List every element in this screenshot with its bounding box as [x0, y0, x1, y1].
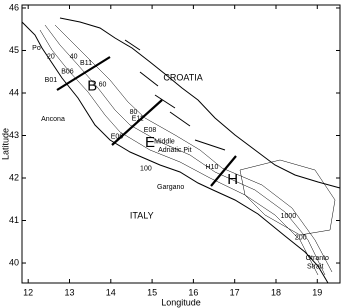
- contour: [54, 24, 333, 273]
- x-tick-label: 12: [23, 287, 33, 297]
- y-tick-label: 41: [9, 215, 19, 225]
- y-tick-label: 40: [9, 257, 19, 267]
- place-label: B06: [61, 69, 74, 76]
- place-label: Otranto: [306, 255, 329, 262]
- place-label: H: [227, 171, 238, 188]
- place-label: E11: [132, 115, 144, 122]
- coastlines: [21, 17, 341, 284]
- place-label: Ancona: [41, 116, 65, 123]
- transect-e: [111, 99, 163, 146]
- x-tick-label: 13: [64, 287, 74, 297]
- place-label: 80: [130, 109, 138, 116]
- y-tick-label: 45: [9, 45, 19, 55]
- place-label: B01: [45, 77, 58, 84]
- y-tick-label: 44: [9, 87, 19, 97]
- place-label: E06: [111, 134, 124, 141]
- place-label: 20: [47, 54, 55, 61]
- place-label: E: [145, 134, 155, 151]
- y-tick-label: 43: [9, 130, 19, 140]
- place-label: B11: [80, 60, 92, 67]
- y-tick-label: 42: [9, 172, 19, 182]
- place-label: H10: [206, 164, 219, 171]
- x-tick-label: 15: [147, 287, 157, 297]
- transects: [56, 56, 237, 187]
- italy-coast: [21, 21, 329, 284]
- y-tick-label: 46: [9, 2, 19, 12]
- contour: [39, 29, 319, 276]
- place-label: Po: [32, 45, 41, 52]
- x-tick-label: 14: [106, 287, 116, 297]
- place-label: Middle: [154, 139, 175, 146]
- place-label: Strait: [307, 263, 323, 270]
- transect-b: [56, 56, 111, 91]
- place-label: B: [87, 78, 97, 95]
- transect-h: [210, 155, 237, 187]
- contour: [44, 24, 326, 276]
- contour: [239, 159, 336, 236]
- place-label: CROATIA: [163, 72, 202, 82]
- place-label: 1000: [281, 213, 297, 220]
- place-label: Adriatic Pit: [158, 147, 192, 154]
- x-tick-label: 16: [188, 287, 198, 297]
- islands: [124, 39, 226, 151]
- place-label: 100: [140, 165, 152, 172]
- x-tick-label: 19: [312, 287, 322, 297]
- place-label: 40: [70, 54, 78, 61]
- x-axis-label: Longitude: [161, 297, 201, 307]
- place-label: E08: [144, 127, 157, 134]
- axes-frame: [21, 4, 341, 284]
- x-tick-label: 18: [271, 287, 281, 297]
- x-tick-label: 17: [230, 287, 240, 297]
- y-axis-label: Latitude: [0, 128, 10, 160]
- place-label: 60: [99, 81, 107, 88]
- place-label: ITALY: [130, 211, 154, 221]
- contours: [39, 24, 336, 276]
- croatia-coast: [59, 17, 341, 189]
- place-label: 200: [295, 234, 307, 241]
- place-label: Gargano: [157, 184, 184, 191]
